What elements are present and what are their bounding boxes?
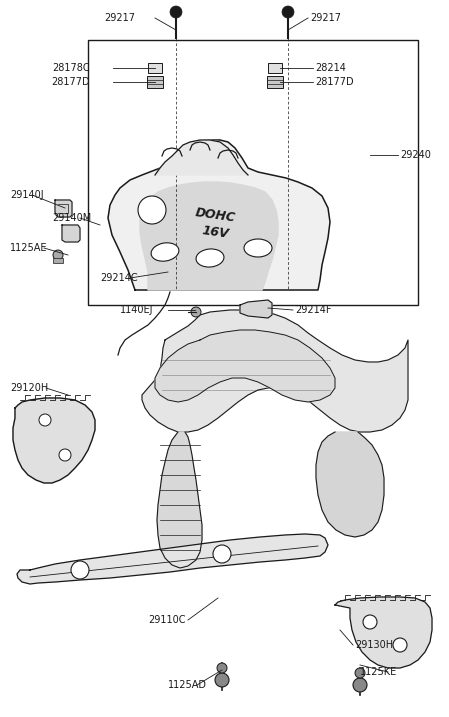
Text: 29130H: 29130H [355, 640, 393, 650]
Text: 1140EJ: 1140EJ [120, 305, 154, 315]
Circle shape [59, 449, 71, 461]
Bar [88, 40, 418, 305]
Polygon shape [17, 534, 328, 584]
Ellipse shape [196, 249, 224, 267]
Ellipse shape [244, 239, 272, 257]
Polygon shape [142, 310, 408, 432]
Text: 1125KE: 1125KE [360, 667, 397, 677]
Circle shape [191, 307, 201, 317]
Text: 29240: 29240 [400, 150, 431, 160]
Text: DOHC: DOHC [194, 206, 236, 224]
Text: 29140J: 29140J [10, 190, 44, 200]
Text: 1125AE: 1125AE [10, 243, 48, 253]
Text: 29214C: 29214C [100, 273, 138, 283]
Polygon shape [62, 225, 80, 242]
Polygon shape [55, 200, 72, 217]
Circle shape [71, 561, 89, 579]
Bar [53, 258, 63, 263]
Text: 16V: 16V [201, 224, 229, 240]
Circle shape [138, 196, 166, 224]
Text: 29120H: 29120H [10, 383, 48, 393]
Bar [268, 63, 282, 73]
Circle shape [39, 414, 51, 426]
Circle shape [393, 638, 407, 652]
Circle shape [215, 673, 229, 687]
Polygon shape [316, 432, 384, 537]
Circle shape [355, 668, 365, 678]
Polygon shape [13, 398, 95, 483]
Text: 28177D: 28177D [51, 77, 90, 87]
Text: 29140M: 29140M [52, 213, 91, 223]
Text: 29217: 29217 [310, 13, 341, 23]
Circle shape [363, 615, 377, 629]
Bar [267, 76, 283, 88]
Circle shape [53, 250, 63, 260]
Polygon shape [335, 597, 432, 668]
Polygon shape [240, 300, 272, 318]
Polygon shape [140, 182, 278, 290]
Ellipse shape [151, 243, 179, 261]
Polygon shape [157, 432, 202, 568]
Text: 29110C: 29110C [148, 615, 185, 625]
Circle shape [170, 6, 182, 18]
Bar [147, 76, 163, 88]
Polygon shape [155, 330, 335, 402]
Text: 29217: 29217 [104, 13, 135, 23]
Text: 28178C: 28178C [53, 63, 90, 73]
Text: 29214F: 29214F [295, 305, 331, 315]
Circle shape [353, 678, 367, 692]
Circle shape [282, 6, 294, 18]
Polygon shape [108, 140, 330, 290]
Text: 1125AD: 1125AD [168, 680, 207, 690]
Bar [148, 63, 162, 73]
Text: 28177D: 28177D [315, 77, 354, 87]
Text: 28214: 28214 [315, 63, 346, 73]
Circle shape [213, 545, 231, 563]
Polygon shape [155, 140, 248, 175]
Circle shape [217, 663, 227, 673]
